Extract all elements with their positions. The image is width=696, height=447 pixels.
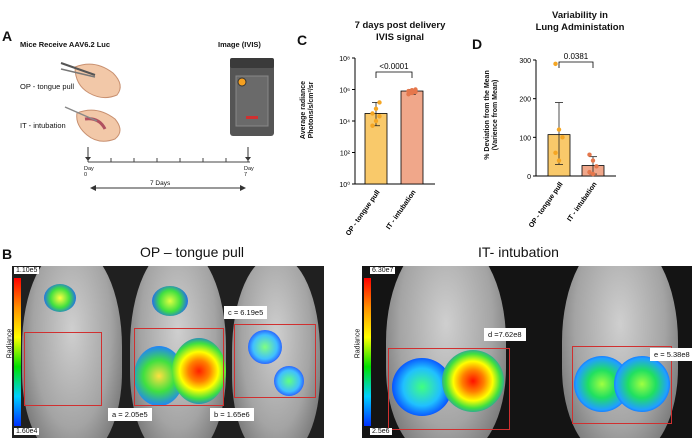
panel-a-right-title: Image (IVIS)	[218, 40, 261, 49]
data-point	[413, 87, 418, 92]
significance-bracket	[558, 61, 594, 68]
data-point	[553, 61, 558, 67]
chart-c-ylabel: Average radiance Photons/s/cm²/sr	[300, 60, 316, 160]
callout-a: a = 2.05e5	[108, 408, 152, 421]
callout-b: b = 1.65e6	[210, 408, 254, 421]
signal-blob	[248, 330, 282, 364]
signal-blob	[152, 286, 188, 316]
chart-d-ylabel-line1: % Deviation from the Mean	[484, 70, 491, 160]
callout-e: e = 5.38e8	[650, 348, 694, 361]
op-method-label: OP - tongue pull	[20, 82, 75, 91]
x-tick-label: OP - tongue pull	[345, 189, 382, 237]
callout-c: c = 6.19e5	[224, 306, 268, 319]
y-tick-label: 0	[527, 174, 531, 181]
it-colorbar	[364, 278, 371, 426]
chart-c-title: 7 days post delivery IVIS signal	[330, 20, 470, 44]
data-point	[406, 88, 411, 94]
data-point	[377, 100, 382, 105]
data-point	[370, 123, 375, 128]
timeline	[85, 147, 251, 191]
it-radiance-label: Radiance	[354, 328, 362, 359]
it-method-label: IT - intubation	[20, 121, 66, 130]
y-tick-label: 10⁰	[339, 181, 350, 189]
data-point	[587, 169, 592, 175]
y-tick-label: 10²	[340, 151, 351, 158]
op-scale-min: 1.60e4	[14, 428, 40, 435]
chart-c-title-line2: IVIS signal	[375, 32, 425, 43]
data-point	[587, 152, 592, 157]
panel-letter-a: A	[2, 28, 13, 44]
panel-letter-c: C	[297, 32, 308, 48]
y-tick-label: 300	[519, 58, 531, 65]
x-tick-label: IT - intubation	[385, 189, 417, 231]
day7-label: Day 7	[244, 166, 254, 178]
op-ivis-image	[12, 266, 324, 438]
roi-d	[388, 348, 510, 430]
data-point	[556, 127, 562, 132]
y-tick-label: 10⁴	[339, 119, 350, 126]
it-scale-max: 6.30e7	[370, 267, 396, 274]
y-tick-label: 10⁸	[339, 56, 350, 63]
p-value-label: <0.0001	[379, 62, 409, 71]
data-point	[370, 111, 375, 116]
y-tick-label: 100	[519, 135, 531, 142]
data-point	[553, 150, 558, 155]
data-point	[590, 171, 596, 177]
chart-d-ylabel-line2: (Varience from Mean)	[492, 79, 499, 151]
it-scale-min: 2.5e6	[370, 428, 392, 435]
mouse-illustration	[60, 62, 121, 142]
chart-d-title-line2: Lung Administation	[535, 22, 625, 33]
op-radiance-label: Radiance	[6, 328, 14, 359]
data-point	[406, 92, 411, 97]
ivis-machine-illustration	[230, 58, 274, 136]
data-point	[373, 118, 379, 124]
y-tick-label: 10⁶	[339, 88, 350, 95]
panel-a-left-title: Mice Receive AAV6.2 Luc	[20, 40, 111, 49]
data-point	[409, 88, 415, 93]
chart-d-ylabel: % Deviation from the Mean (Varience from…	[484, 55, 500, 175]
op-scale-max: 1.10e5	[14, 267, 40, 274]
it-image-title: IT- intubation	[478, 244, 559, 260]
p-value-label: 0.0381	[564, 52, 589, 61]
bar	[400, 90, 424, 185]
duration-label: 7 Days	[150, 180, 171, 187]
roi-b	[134, 328, 224, 406]
data-point	[594, 164, 599, 169]
roi-a	[24, 332, 102, 406]
signal-blob	[172, 338, 226, 404]
data-point	[590, 158, 596, 163]
signal-blob	[44, 284, 76, 312]
day0-label: Day 0	[84, 166, 94, 178]
roi-e	[572, 346, 672, 424]
roi-c	[234, 324, 316, 398]
x-tick-label: OP - tongue pull	[528, 181, 565, 229]
chart-c-ylabel-line1: Average radiance	[300, 80, 307, 140]
chart-d-title-line1: Variability in	[552, 10, 608, 21]
panel-letter-b: B	[2, 246, 13, 262]
callout-d: d =7.62e8	[484, 328, 526, 341]
data-point	[373, 106, 379, 111]
panel-letter-d: D	[472, 36, 483, 52]
chart-c: 10⁰ 10² 10⁴ 10⁶ 10⁸ OP - tongue pull IT - intu…	[339, 56, 435, 237]
x-tick-label: IT - intubation	[566, 181, 598, 223]
signal-blob	[614, 356, 670, 412]
chart-c-title-line1: 7 days post delivery	[354, 20, 446, 31]
data-point	[556, 158, 562, 163]
signal-blob	[274, 366, 304, 396]
chart-c-ylabel-line2: Photons/s/cm²/sr	[308, 81, 315, 139]
significance-bracket	[375, 71, 413, 78]
it-ivis-image	[362, 266, 692, 438]
chart-d: 0 100 200 300 OP - tongue pull IT - intubatio…	[519, 52, 616, 229]
signal-blob	[442, 350, 504, 412]
data-point	[560, 135, 565, 140]
data-point	[377, 114, 382, 119]
op-colorbar	[14, 278, 21, 426]
op-image-title: OP – tongue pull	[140, 244, 245, 260]
chart-d-title: Variability in Lung Administation	[510, 10, 650, 34]
y-tick-label: 200	[519, 97, 531, 104]
